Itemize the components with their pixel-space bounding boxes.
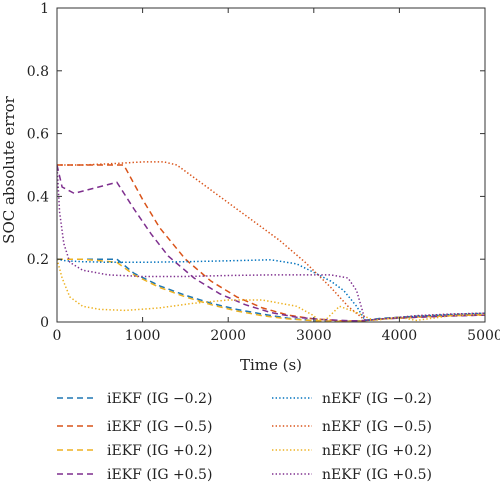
legend-label: iEKF (IG +0.5) <box>107 467 212 482</box>
legend-item: nEKF (IG +0.5) <box>272 467 432 482</box>
legend-item: nEKF (IG +0.2) <box>272 443 432 459</box>
legend-item: nEKF (IG −0.5) <box>272 419 432 435</box>
x-axis-title: Time (s) <box>240 356 302 374</box>
x-tick-label: 5000 <box>467 328 500 344</box>
series-line-8 <box>57 164 485 322</box>
legend-item: iEKF (IG +0.2) <box>57 443 212 459</box>
legend-item: nEKF (IG −0.2) <box>272 391 432 407</box>
legend-item: iEKF (IG −0.2) <box>57 391 212 407</box>
axes: 0 1000 2000 3000 4000 5000 0 0.2 0.4 0.6 0.8 1 <box>27 1 500 344</box>
legend-label: nEKF (IG −0.5) <box>322 419 432 435</box>
series-line-3 <box>57 258 485 322</box>
y-tick-label: 0.2 <box>27 252 49 268</box>
series-line-6 <box>57 161 485 322</box>
y-tick-label: 1 <box>40 1 49 17</box>
legend-item: iEKF (IG +0.5) <box>57 467 212 482</box>
legend-label: nEKF (IG +0.2) <box>322 443 432 459</box>
legend-label: nEKF (IG +0.5) <box>322 467 432 482</box>
legend-label: iEKF (IG −0.2) <box>107 391 212 407</box>
legend-item: iEKF (IG −0.5) <box>57 419 212 435</box>
x-tick-label: 0 <box>53 328 62 344</box>
x-tick-label: 3000 <box>296 328 332 344</box>
series-line-2 <box>57 164 485 322</box>
y-tick-label: 0 <box>40 315 49 331</box>
legend-label: iEKF (IG +0.2) <box>107 443 212 459</box>
x-tick-label: 1000 <box>125 328 161 344</box>
y-axis-title: SOC absolute error <box>0 95 18 243</box>
y-tick-label: 0.4 <box>27 189 49 205</box>
y-tick-label: 0.8 <box>27 64 49 80</box>
y-tick-label: 0.6 <box>27 127 49 143</box>
series-line-4 <box>57 164 485 322</box>
series-line-5 <box>57 258 485 322</box>
plot-frame <box>56 7 486 323</box>
x-tick-label: 4000 <box>382 328 418 344</box>
plot-area <box>57 161 485 322</box>
series-line-1 <box>57 258 485 322</box>
series-line-7 <box>57 259 485 322</box>
x-tick-label: 2000 <box>210 328 246 344</box>
legend-label: nEKF (IG −0.2) <box>322 391 432 407</box>
legend: iEKF (IG −0.2) iEKF (IG −0.5) iEKF (IG +0.… <box>57 391 432 482</box>
legend-label: iEKF (IG −0.5) <box>107 419 212 435</box>
